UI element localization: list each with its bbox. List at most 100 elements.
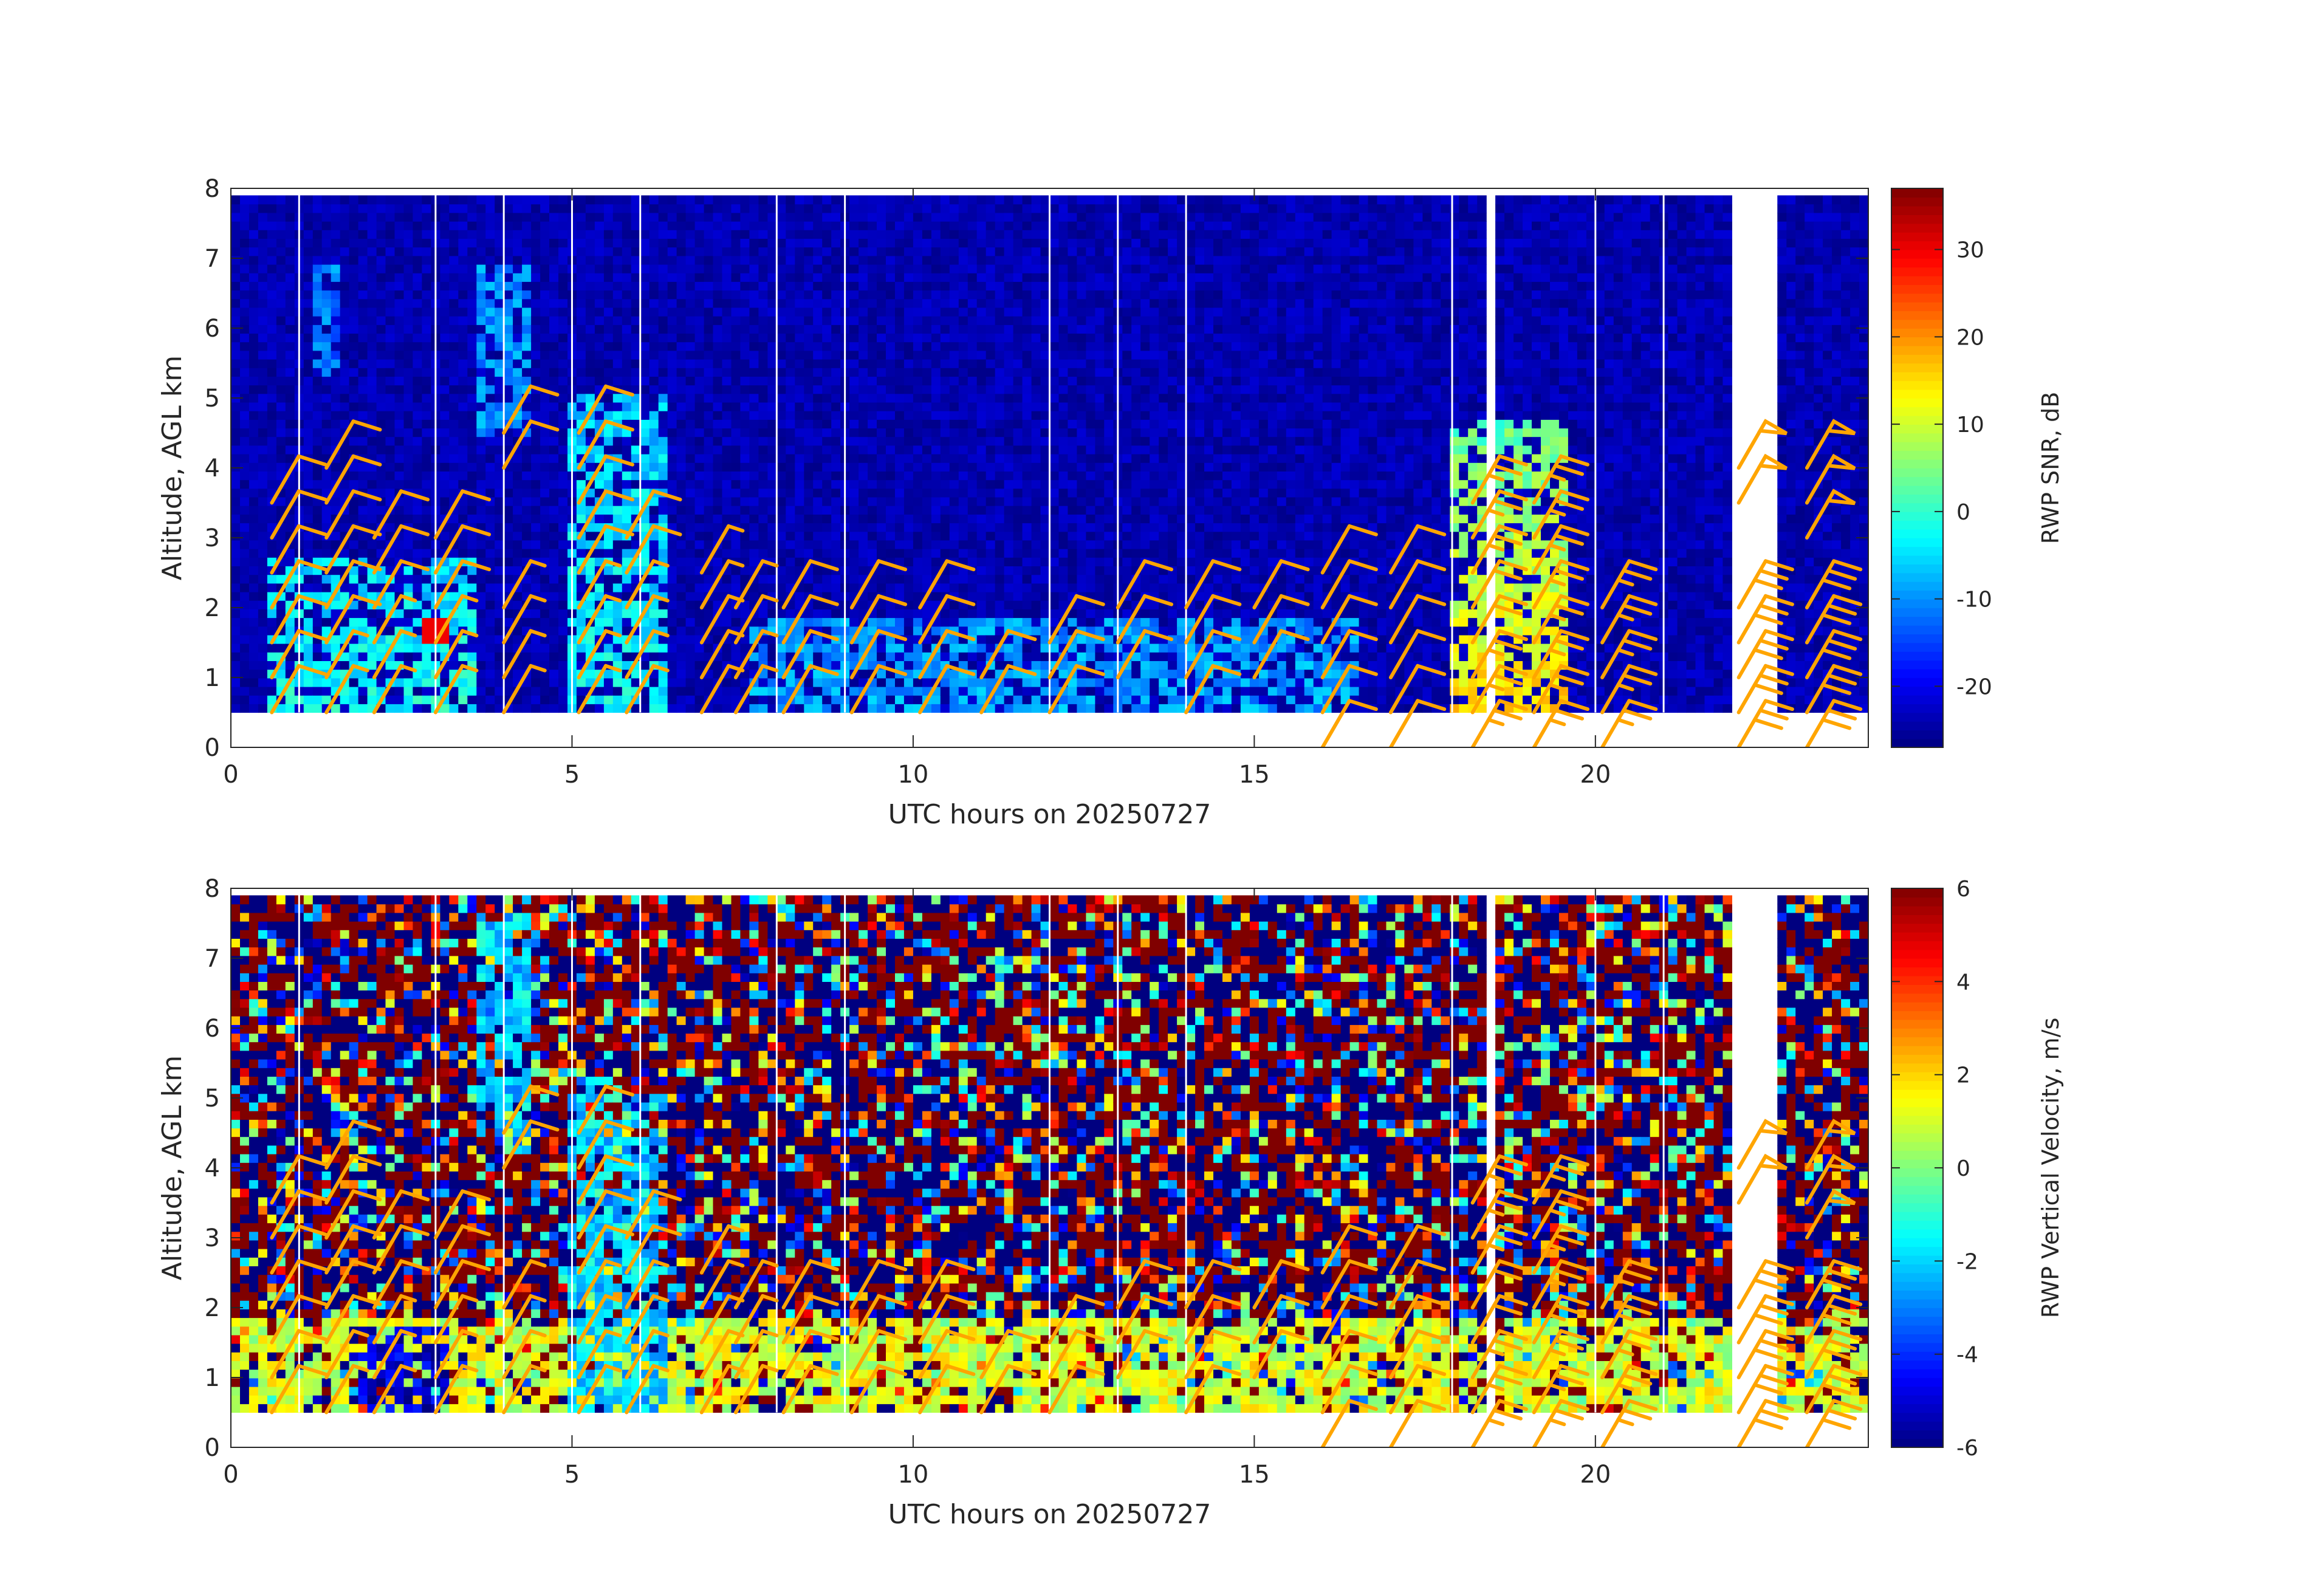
heatmap-cell xyxy=(804,341,814,351)
heatmap-cell xyxy=(231,609,241,619)
heatmap-cell xyxy=(558,204,568,213)
heatmap-cell xyxy=(258,341,268,351)
heatmap-cell xyxy=(385,255,396,265)
heatmap-cell xyxy=(649,436,659,446)
heatmap-cell xyxy=(249,488,259,498)
heatmap-cell xyxy=(967,531,978,541)
heatmap-cell xyxy=(822,445,832,454)
heatmap-cell xyxy=(249,462,259,472)
heatmap-cell xyxy=(731,385,741,394)
heatmap-cell xyxy=(403,471,414,481)
heatmap-cell xyxy=(758,687,768,696)
heatmap-cell xyxy=(276,350,286,360)
heatmap-cell xyxy=(276,247,286,256)
heatmap-cell xyxy=(458,695,468,704)
heatmap-cell xyxy=(822,496,832,506)
heatmap-cell xyxy=(640,385,650,394)
heatmap-cell xyxy=(540,600,550,609)
heatmap-cell xyxy=(231,617,241,627)
heatmap-cell xyxy=(240,264,250,273)
heatmap-cell xyxy=(422,411,431,420)
heatmap-cell xyxy=(495,514,504,524)
heatmap-cell xyxy=(740,496,750,506)
heatmap-cell xyxy=(822,281,832,291)
heatmap-cell xyxy=(449,583,459,592)
heatmap-cell xyxy=(249,316,259,325)
heatmap-cell xyxy=(458,247,468,256)
heatmap-cell xyxy=(868,531,877,541)
heatmap-cell xyxy=(413,212,422,222)
heatmap-cell xyxy=(676,212,687,222)
heatmap-cell xyxy=(594,221,605,230)
heatmap-cell xyxy=(931,255,941,265)
heatmap-cell xyxy=(949,462,959,472)
heatmap-cell xyxy=(749,626,759,636)
heatmap-cell xyxy=(685,609,696,619)
heatmap-cell xyxy=(758,307,768,317)
heatmap-cell xyxy=(776,238,786,248)
heatmap-cell xyxy=(458,264,468,273)
heatmap-cell xyxy=(940,255,950,265)
heatmap-cell xyxy=(631,238,641,248)
heatmap-cell xyxy=(458,281,468,291)
heatmap-cell xyxy=(822,531,832,541)
heatmap-cell xyxy=(231,204,241,213)
heatmap-cell xyxy=(367,540,377,549)
heatmap-cell xyxy=(267,273,277,282)
heatmap-cell xyxy=(476,445,486,454)
heatmap-cell xyxy=(367,221,377,230)
heatmap-cell xyxy=(403,316,414,325)
heatmap-cell xyxy=(340,230,350,239)
heatmap-cell xyxy=(631,273,641,282)
heatmap-cell xyxy=(877,221,886,230)
heatmap-cell xyxy=(413,376,422,386)
heatmap-cell xyxy=(831,195,841,205)
heatmap-cell xyxy=(940,454,950,463)
heatmap-cell xyxy=(731,695,741,704)
heatmap-cell xyxy=(558,445,568,454)
heatmap-cell xyxy=(795,221,804,230)
heatmap-cell xyxy=(731,479,741,489)
heatmap-cell xyxy=(622,591,632,601)
heatmap-cell xyxy=(940,496,950,506)
heatmap-cell xyxy=(312,238,323,248)
heatmap-cell xyxy=(403,583,414,592)
heatmap-cell xyxy=(804,643,814,653)
heatmap-cell xyxy=(495,445,504,454)
heatmap-cell xyxy=(667,264,677,273)
heatmap-cell xyxy=(886,376,896,386)
heatmap-cell xyxy=(231,566,241,575)
heatmap-cell xyxy=(258,419,268,429)
heatmap-cell xyxy=(603,617,614,627)
heatmap-cell xyxy=(349,273,359,282)
heatmap-cell xyxy=(868,368,877,377)
heatmap-cell xyxy=(422,626,431,636)
heatmap-cell xyxy=(931,540,941,549)
heatmap-cell xyxy=(504,230,513,239)
heatmap-cell xyxy=(285,436,295,446)
heatmap-cell xyxy=(449,652,459,661)
heatmap-cell xyxy=(822,514,832,524)
heatmap-cell xyxy=(612,531,623,541)
heatmap-cell xyxy=(585,496,595,506)
heatmap-cell xyxy=(631,264,641,273)
heatmap-cell xyxy=(549,660,559,670)
heatmap-cell xyxy=(758,350,768,360)
heatmap-cell xyxy=(485,687,495,696)
heatmap-cell xyxy=(394,316,405,325)
heatmap-cell xyxy=(267,376,277,386)
heatmap-cell xyxy=(758,566,768,575)
heatmap-cell xyxy=(731,212,741,222)
heatmap-cell xyxy=(576,445,586,454)
heatmap-cell xyxy=(967,514,978,524)
heatmap-cell xyxy=(485,385,495,394)
heatmap-cell xyxy=(385,669,396,679)
heatmap-cell xyxy=(349,462,359,472)
heatmap-cell xyxy=(331,273,341,282)
heatmap-cell xyxy=(713,591,723,601)
heatmap-cell xyxy=(394,368,405,377)
heatmap-cell xyxy=(940,471,950,481)
heatmap-cell xyxy=(467,428,477,437)
heatmap-cell xyxy=(958,462,968,472)
heatmap-cell xyxy=(403,212,414,222)
